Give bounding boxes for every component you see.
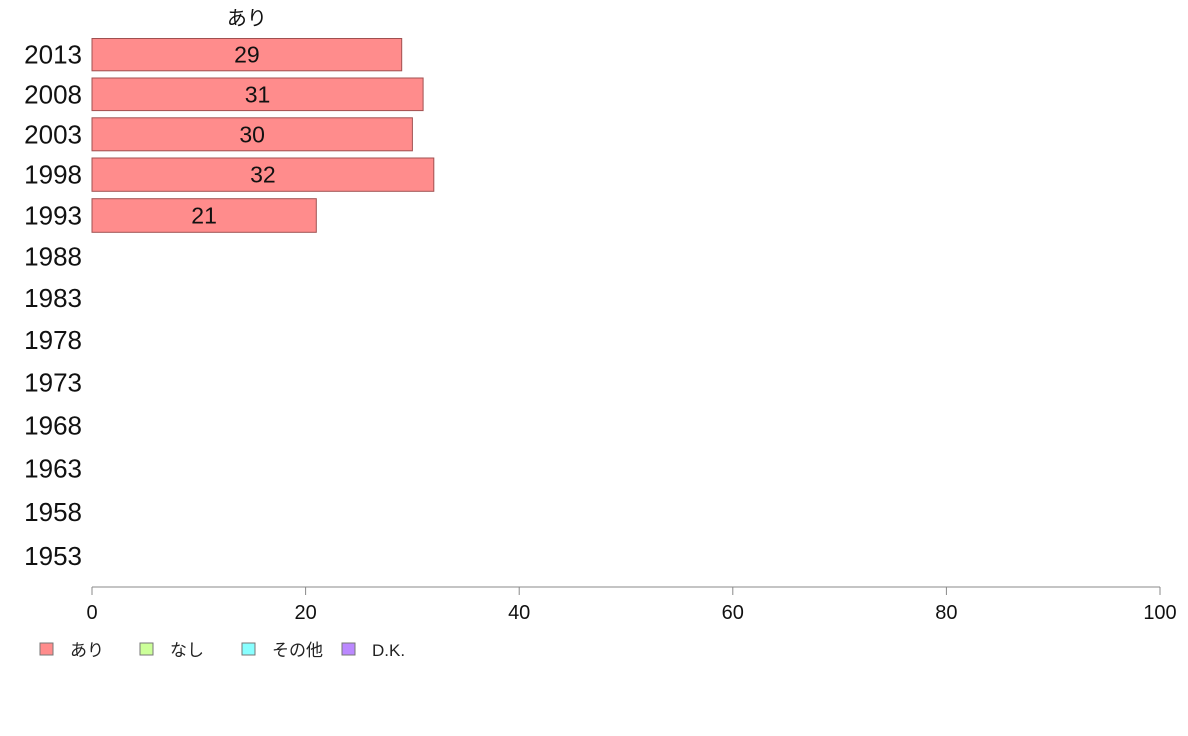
legend-label-3: D.K. <box>372 641 405 660</box>
legend-label-1: なし <box>170 641 204 660</box>
y-label-1963: 1963 <box>24 453 82 483</box>
y-label-2013: 2013 <box>24 40 82 70</box>
data-label-1993-series-0: 21 <box>191 203 217 229</box>
bar-1998-series-0 <box>91 157 435 192</box>
legend-swatch-1 <box>139 642 154 656</box>
legend: あり なし その他 D.K. <box>39 641 405 660</box>
y-label-1988: 1988 <box>24 242 82 272</box>
data-label-2008-series-0: 31 <box>245 81 271 107</box>
bar-2003-series-0 <box>91 117 413 152</box>
segment-title: あり <box>227 8 267 30</box>
bar-2008-series-0 <box>91 77 424 112</box>
bar-1993-series-0 <box>91 198 317 233</box>
data-label-2013-series-0: 29 <box>234 42 260 68</box>
legend-swatch-2 <box>241 642 256 656</box>
data-label-1998-series-0: 32 <box>250 162 276 188</box>
data-label-2003-series-0: 30 <box>239 121 265 147</box>
y-axis-labels: 2013 2008 2003 1998 1993 1988 1983 1978 1973 1968… <box>24 40 82 571</box>
y-label-1968: 1968 <box>24 410 82 440</box>
x-tick-label-40: 40 <box>508 602 530 624</box>
x-axis: 0 20 40 60 80 100 <box>86 586 1177 624</box>
legend-label-0: あり <box>70 641 104 660</box>
y-label-2003: 2003 <box>24 119 82 149</box>
legend-swatch-3 <box>341 642 356 656</box>
x-tick-label-60: 60 <box>722 602 744 624</box>
y-label-1973: 1973 <box>24 368 82 398</box>
x-tick-label-20: 20 <box>294 602 316 624</box>
y-label-1978: 1978 <box>24 325 82 355</box>
bars <box>91 38 435 233</box>
y-label-1958: 1958 <box>24 497 82 527</box>
legend-label-2: その他 <box>272 641 323 660</box>
y-label-1993: 1993 <box>24 200 82 230</box>
x-tick-label-100: 100 <box>1143 602 1176 624</box>
y-label-1998: 1998 <box>24 160 82 190</box>
y-label-1953: 1953 <box>24 541 82 571</box>
y-label-2008: 2008 <box>24 79 82 109</box>
bar-2013-series-0 <box>91 38 403 72</box>
x-tick-label-80: 80 <box>935 602 957 624</box>
data-labels: 29 31 30 32 21 <box>191 42 275 229</box>
x-tick-label-0: 0 <box>86 602 97 624</box>
legend-swatch-0 <box>39 642 54 656</box>
y-label-1983: 1983 <box>24 283 82 313</box>
